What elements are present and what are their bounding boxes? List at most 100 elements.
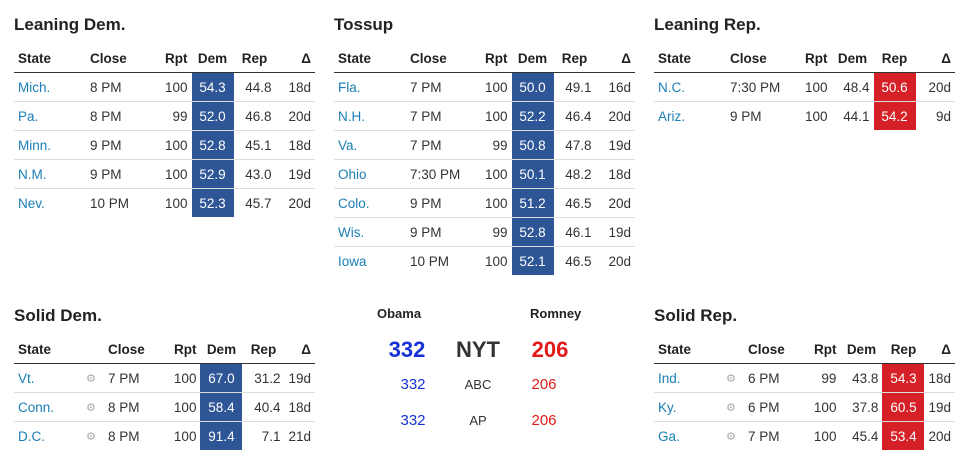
delta-value: 20d bbox=[916, 73, 956, 102]
state-link[interactable]: N.M. bbox=[18, 167, 47, 182]
state-link[interactable]: N.H. bbox=[338, 109, 365, 124]
column-header-dem: Dem bbox=[512, 44, 554, 73]
gear-icon[interactable]: ⚙ bbox=[78, 393, 104, 422]
reporting-value: 100 bbox=[170, 393, 201, 422]
state-link[interactable]: Vt. bbox=[18, 371, 35, 386]
close-time: 7 PM bbox=[406, 73, 472, 102]
column-header-state: State bbox=[14, 335, 78, 364]
state-link[interactable]: Ohio bbox=[338, 167, 367, 182]
group-title: Leaning Dem. bbox=[14, 15, 315, 35]
dem-percent: 52.3 bbox=[192, 189, 234, 218]
rep-percent: 44.8 bbox=[234, 73, 276, 102]
delta-value: 19d bbox=[596, 131, 636, 160]
rep-percent: 43.0 bbox=[234, 160, 276, 189]
close-time: 8 PM bbox=[104, 393, 170, 422]
gear-icon[interactable]: ⚙ bbox=[718, 422, 744, 450]
column-header-dem: Dem bbox=[840, 335, 882, 364]
rep-percent: 60.5 bbox=[882, 393, 924, 422]
column-header-rpt: Rpt bbox=[792, 44, 832, 73]
state-link[interactable]: Fla. bbox=[338, 80, 361, 95]
state-link[interactable]: Ind. bbox=[658, 371, 681, 386]
state-link[interactable]: Wis. bbox=[338, 225, 364, 240]
close-time: 9 PM bbox=[406, 189, 472, 218]
group-title: Solid Dem. bbox=[14, 306, 315, 326]
close-time: 7 PM bbox=[744, 422, 810, 450]
romney-label: Romney bbox=[530, 306, 581, 321]
delta-value: 18d bbox=[276, 131, 316, 160]
state-cell: Pa. bbox=[14, 102, 86, 131]
delta-value: 9d bbox=[916, 102, 956, 131]
dem-percent: 67.0 bbox=[200, 364, 242, 393]
gear-icon[interactable]: ⚙ bbox=[718, 393, 744, 422]
rep-percent: 47.8 bbox=[554, 131, 596, 160]
state-cell: N.M. bbox=[14, 160, 86, 189]
gear-icon[interactable]: ⚙ bbox=[718, 364, 744, 393]
gear-icon[interactable]: ⚙ bbox=[78, 422, 104, 450]
state-link[interactable]: Ariz. bbox=[658, 109, 685, 124]
state-link[interactable]: Minn. bbox=[18, 138, 51, 153]
reporting-value: 99 bbox=[810, 364, 841, 393]
state-link[interactable]: D.C. bbox=[18, 429, 45, 444]
state-link[interactable]: N.C. bbox=[658, 80, 685, 95]
delta-value: 20d bbox=[596, 189, 636, 218]
dem-percent: 50.0 bbox=[512, 73, 554, 102]
dem-percent: 50.1 bbox=[512, 160, 554, 189]
state-link[interactable]: Mich. bbox=[18, 80, 50, 95]
reporting-value: 100 bbox=[472, 73, 512, 102]
state-link[interactable]: Nev. bbox=[18, 196, 45, 211]
column-header-close: Close bbox=[104, 335, 170, 364]
state-link[interactable]: Pa. bbox=[18, 109, 38, 124]
state-cell: Ariz. bbox=[654, 102, 726, 131]
state-link[interactable]: Ga. bbox=[658, 429, 680, 444]
state-link[interactable]: Ky. bbox=[658, 400, 677, 415]
rep-percent: 31.2 bbox=[242, 364, 284, 393]
tally-source: ABC bbox=[448, 377, 508, 392]
delta-value: 20d bbox=[596, 247, 636, 276]
state-link[interactable]: Conn. bbox=[18, 400, 54, 415]
close-time: 7 PM bbox=[104, 364, 170, 393]
dem-percent: 52.1 bbox=[512, 247, 554, 276]
state-link[interactable]: Iowa bbox=[338, 254, 367, 269]
group-title: Leaning Rep. bbox=[654, 15, 955, 35]
state-cell: Fla. bbox=[334, 73, 406, 102]
state-cell: N.C. bbox=[654, 73, 726, 102]
tally-row-nyt: 332 NYT 206 bbox=[365, 337, 590, 367]
obama-votes: 332 bbox=[377, 337, 437, 363]
state-link[interactable]: Va. bbox=[338, 138, 357, 153]
column-header-delta: Δ bbox=[596, 44, 636, 73]
column-header-close: Close bbox=[744, 335, 810, 364]
state-cell: Nev. bbox=[14, 189, 86, 218]
delta-value: 19d bbox=[284, 364, 315, 393]
obama-label: Obama bbox=[377, 306, 421, 321]
column-header-close: Close bbox=[86, 44, 152, 73]
rep-percent: 46.5 bbox=[554, 247, 596, 276]
column-header-dem: Dem bbox=[192, 44, 234, 73]
rep-percent: 53.4 bbox=[882, 422, 924, 450]
delta-value: 20d bbox=[276, 189, 316, 218]
state-link[interactable]: Colo. bbox=[338, 196, 370, 211]
delta-value: 19d bbox=[596, 218, 636, 247]
close-time: 10 PM bbox=[406, 247, 472, 276]
rep-percent: 48.2 bbox=[554, 160, 596, 189]
reporting-value: 100 bbox=[472, 102, 512, 131]
gear-icon[interactable]: ⚙ bbox=[78, 364, 104, 393]
state-cell: D.C. bbox=[14, 422, 78, 450]
dem-percent: 52.8 bbox=[512, 218, 554, 247]
delta-value: 18d bbox=[596, 160, 636, 189]
close-time: 10 PM bbox=[86, 189, 152, 218]
dem-percent: 52.0 bbox=[192, 102, 234, 131]
